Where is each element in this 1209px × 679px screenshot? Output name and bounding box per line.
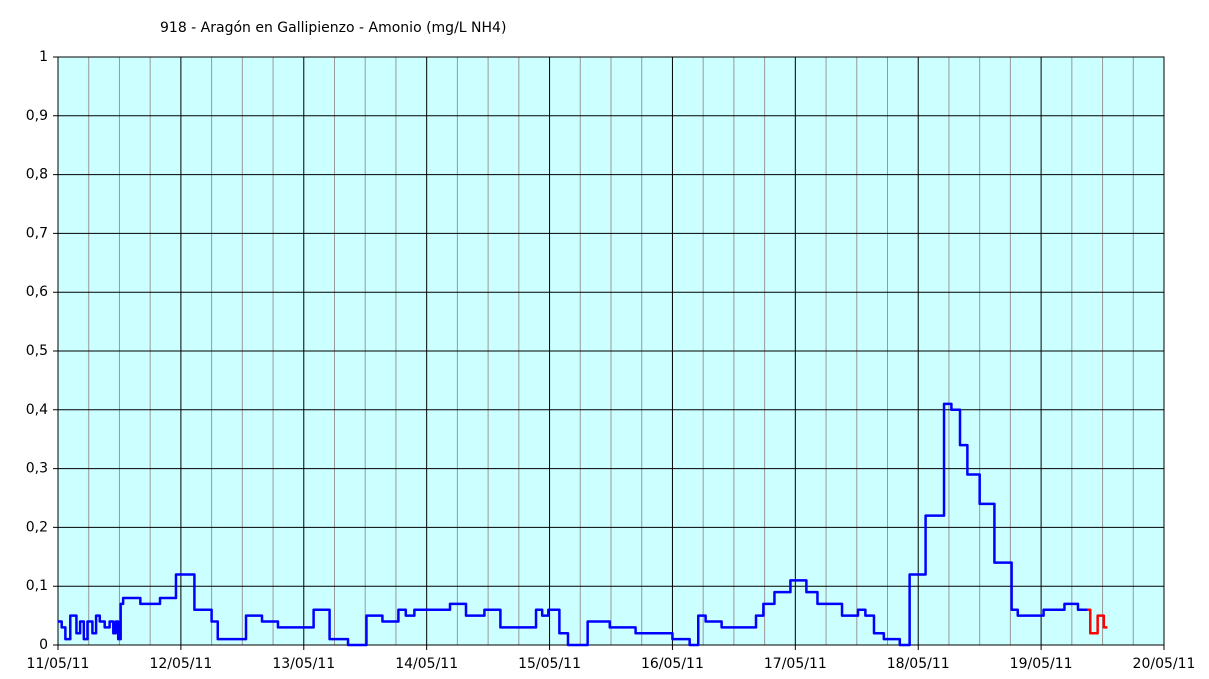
y-tick-label: 0,5 <box>26 343 48 359</box>
y-tick-label: 0,2 <box>26 519 48 535</box>
x-tick-label: 18/05/11 <box>887 656 950 672</box>
y-tick-label: 0,6 <box>26 284 48 300</box>
x-tick-label: 14/05/11 <box>395 656 458 672</box>
y-tick-label: 0,7 <box>26 225 48 241</box>
series-line <box>58 402 1088 647</box>
y-tick-label: 0,3 <box>26 461 48 477</box>
y-tick-label: 0,4 <box>26 402 48 418</box>
x-tick-label: 16/05/11 <box>641 656 704 672</box>
y-tick-label: 0,8 <box>26 167 48 183</box>
y-tick-label: 0,1 <box>26 578 48 594</box>
x-tick-label: 17/05/11 <box>764 656 827 672</box>
series-line <box>1087 608 1108 635</box>
x-tick-label: 20/05/11 <box>1133 656 1196 672</box>
plot-border <box>57 56 1165 646</box>
x-tick-label: 13/05/11 <box>272 656 335 672</box>
y-tick-label: 0,9 <box>26 108 48 124</box>
chart-title: 918 - Aragón en Gallipienzo - Amonio (mg… <box>160 20 506 36</box>
y-tick-label: 0 <box>39 637 48 653</box>
x-tick-label: 12/05/11 <box>149 656 212 672</box>
x-tick-label: 11/05/11 <box>27 656 90 672</box>
x-tick-label: 15/05/11 <box>518 656 581 672</box>
y-tick-label: 1 <box>39 49 48 65</box>
x-tick-label: 19/05/11 <box>1010 656 1073 672</box>
